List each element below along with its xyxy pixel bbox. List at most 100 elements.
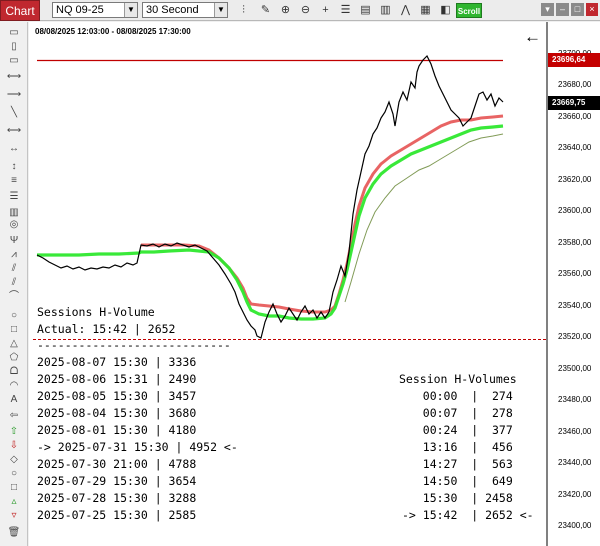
- trend-channel-icon[interactable]: ⫽: [11, 277, 17, 288]
- properties-icon[interactable]: ☰: [340, 4, 351, 16]
- price-tick: 23500,00: [558, 364, 592, 373]
- chevron-down-icon: ▼: [124, 3, 137, 17]
- arc-icon[interactable]: ⌒: [9, 291, 19, 302]
- chart-style-icon[interactable]: ▥: [380, 4, 391, 16]
- back-arrow-icon[interactable]: ←: [524, 27, 541, 46]
- top-toolbar: Chart NQ 09-25 ▼ 30 Second ▼ ⫶ ✎ ⊕ ⊖ + ☰…: [0, 0, 600, 21]
- note-icon[interactable]: ▯: [11, 41, 17, 52]
- hvolume-row: 00:07 | 278: [402, 406, 513, 420]
- vertical-line-icon[interactable]: ↕: [11, 161, 17, 172]
- session-row: 2025-08-06 15:31 | 2490: [37, 372, 197, 386]
- hvolume-row: 15:30 | 2458: [402, 491, 513, 505]
- strategy-icon[interactable]: ⋀: [400, 4, 411, 16]
- rectangle-icon[interactable]: □: [10, 324, 18, 335]
- menu-icon[interactable]: ▾: [541, 3, 554, 16]
- hvolume-row: 00:00 | 274: [402, 389, 513, 403]
- gann-fan-icon[interactable]: ⩘: [11, 249, 17, 260]
- price-tick: 23560,00: [558, 269, 592, 278]
- andrews-pitchfork-icon[interactable]: Ψ: [9, 235, 19, 246]
- hvolume-row: 13:16 | 456: [402, 440, 513, 454]
- close-icon[interactable]: ×: [586, 3, 598, 16]
- session-row: 2025-07-30 21:00 | 4788: [37, 457, 197, 471]
- polygon-icon[interactable]: ⬠: [9, 352, 19, 363]
- price-tick: 23680,00: [558, 80, 592, 89]
- arrow-down-icon[interactable]: ⇩: [9, 440, 19, 451]
- price-tick: 23420,00: [558, 490, 592, 499]
- price-tick: 23660,00: [558, 112, 592, 121]
- regression-channel-icon[interactable]: ⫽: [11, 263, 17, 274]
- pencil-icon[interactable]: ✎: [260, 4, 271, 16]
- price-tick: 23580,00: [558, 238, 592, 247]
- hvolume-row: 14:50 | 649: [402, 474, 513, 488]
- instrument-value: NQ 09-25: [56, 4, 104, 16]
- price-series: [36, 54, 504, 339]
- square-icon[interactable]: □: [10, 482, 18, 493]
- session-row-highlight: -> 2025-07-31 15:30 | 4952 <-: [37, 440, 238, 454]
- arrow-up-icon[interactable]: ⇧: [9, 426, 19, 437]
- session-row: 2025-08-07 15:30 | 3336: [37, 355, 197, 369]
- fib-extension-icon[interactable]: ☰: [9, 191, 19, 202]
- indicator-icon[interactable]: ▦: [420, 4, 431, 16]
- crosshair-icon[interactable]: +: [322, 4, 329, 16]
- price-tick: 23640,00: [558, 143, 592, 152]
- triangle-down-icon[interactable]: ▿: [11, 510, 17, 521]
- path-icon[interactable]: ᗝ: [9, 366, 19, 377]
- horizontal-line-icon[interactable]: ⟷: [6, 71, 22, 82]
- trash-icon[interactable]: 🗑: [7, 527, 21, 538]
- sessions-title: Sessions H-Volume: [37, 305, 155, 319]
- session-row: 2025-07-29 15:30 | 3654: [37, 474, 197, 488]
- ruler-icon[interactable]: ▭: [9, 27, 19, 38]
- fib-time-icon[interactable]: ▥: [9, 207, 19, 218]
- price-chart-canvas: [33, 22, 548, 546]
- line-icon[interactable]: ╲: [10, 107, 18, 118]
- interval-value: 30 Second: [146, 4, 199, 16]
- data-box-icon[interactable]: ▤: [360, 4, 371, 16]
- sessions-divider: ----------------------------: [37, 338, 231, 352]
- extended-line-icon[interactable]: ⟷: [6, 125, 22, 136]
- maximize-icon[interactable]: □: [571, 3, 584, 16]
- date-range-label: 08/08/2025 12:03:00 - 08/08/2025 17:30:0…: [35, 27, 191, 36]
- chevron-down-icon: ▼: [214, 3, 227, 17]
- fib-circle-icon[interactable]: ◎: [9, 219, 19, 230]
- band-red: [141, 114, 504, 314]
- arc-shape-icon[interactable]: ◠: [9, 380, 19, 391]
- rectangle-select-icon[interactable]: ▭: [9, 55, 19, 66]
- text-icon[interactable]: A: [10, 394, 18, 405]
- triangle-up-icon[interactable]: ▵: [11, 496, 17, 507]
- resistance-price-badge: 23696,64: [548, 53, 600, 67]
- scroll-button[interactable]: Scroll: [456, 3, 482, 18]
- last-price-badge: 23669,75: [548, 96, 600, 110]
- diamond-icon[interactable]: ◇: [10, 454, 18, 465]
- price-tick: 23400,00: [558, 521, 592, 530]
- arrow-line-icon[interactable]: ↔: [9, 143, 19, 154]
- price-tick: 23440,00: [558, 458, 592, 467]
- triangle-icon[interactable]: △: [10, 338, 18, 349]
- session-row: 2025-07-28 15:30 | 3288: [37, 491, 197, 505]
- price-tick: 23480,00: [558, 395, 592, 404]
- session-row: 2025-07-25 15:30 | 2585: [37, 508, 197, 522]
- price-tick: 23620,00: [558, 175, 592, 184]
- session-row: 2025-08-05 15:30 | 3457: [37, 389, 197, 403]
- band-green: [37, 124, 504, 321]
- bar-type-icon[interactable]: ⫶: [242, 4, 245, 16]
- price-tick: 23600,00: [558, 206, 592, 215]
- price-tick: 23460,00: [558, 427, 592, 436]
- template-icon[interactable]: ◧: [440, 4, 451, 16]
- zoom-in-icon[interactable]: ⊕: [280, 4, 291, 16]
- zoom-out-icon[interactable]: ⊖: [300, 4, 311, 16]
- hvolume-row: 14:27 | 563: [402, 457, 513, 471]
- chart-panel[interactable]: 08/08/2025 12:03:00 - 08/08/2025 17:30:0…: [29, 22, 600, 546]
- dot-icon[interactable]: ○: [10, 468, 18, 479]
- hvolume-row: 00:24 | 377: [402, 423, 513, 437]
- drawing-toolbar: ▭ ▯ ▭ ⟷ ⟶ ╲ ⟷ ↔ ↕ ≡ ☰ ▥ ◎ Ψ ⩘ ⫽ ⫽ ⌒ ○ □ …: [0, 22, 28, 546]
- interval-selector[interactable]: 30 Second ▼: [142, 2, 228, 18]
- fibonacci-icon[interactable]: ≡: [11, 175, 17, 186]
- chart-tab[interactable]: Chart: [0, 0, 40, 21]
- minimize-icon[interactable]: –: [556, 3, 569, 16]
- price-label-icon[interactable]: ⇦: [9, 410, 19, 421]
- hvolumes-title: Session H-Volumes: [399, 372, 517, 386]
- instrument-selector[interactable]: NQ 09-25 ▼: [52, 2, 138, 18]
- ellipse-icon[interactable]: ○: [10, 310, 18, 321]
- ray-icon[interactable]: ⟶: [6, 89, 22, 100]
